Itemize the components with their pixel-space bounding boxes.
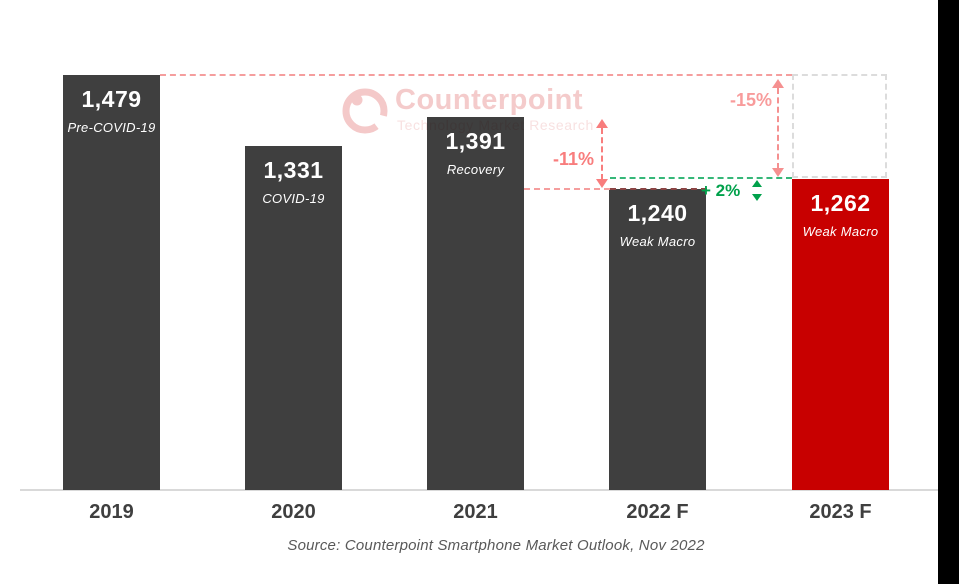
annotation-minus-15pct: -15% [729, 90, 772, 110]
counterpoint-logo-icon [342, 88, 392, 136]
bar-2020: 1,331 COVID-19 [245, 145, 342, 490]
bar-sublabel-2021: Recovery [446, 161, 505, 177]
arrow-up-icon [596, 119, 608, 128]
x-axis-label-2021: 2021 [453, 501, 498, 523]
bar-sublabel-2023-f: Weak Macro [802, 223, 879, 239]
bar-value-2021: 1,391 [445, 127, 506, 154]
annotation-plus-2pct: + 2% [701, 181, 741, 200]
ref-line-2023-level [610, 177, 792, 179]
arrow-up-icon [772, 79, 784, 88]
bar-sublabel-2020: COVID-19 [262, 190, 325, 206]
arrow-down-icon [752, 194, 762, 201]
gap-box-2023-vs-2019 [792, 74, 887, 178]
bar-value-2023-f: 1,262 [810, 189, 871, 216]
arrow-line-11pct [601, 128, 603, 180]
arrow-up-icon [752, 180, 762, 187]
bar-2019: 1,479 Pre-COVID-19 [63, 75, 160, 490]
x-axis-baseline [20, 489, 938, 491]
bar-2021: 1,391 Recovery [427, 116, 524, 490]
source-note: Source: Counterpoint Smartphone Market O… [287, 537, 705, 554]
ref-line-2019-peak [160, 74, 792, 76]
ref-line-2022-level-on-bar [610, 188, 707, 190]
bar-value-2020: 1,331 [263, 156, 324, 183]
arrow-down-icon [772, 168, 784, 177]
x-axis-label-2023-f: 2023 F [809, 501, 872, 523]
bar-value-2022-f: 1,240 [627, 200, 688, 226]
arrow-down-icon [596, 179, 608, 188]
watermark-title: Counterpoint [395, 84, 584, 116]
bar-2022-f: 1,240 Weak Macro [609, 189, 706, 490]
x-axis-label-2019: 2019 [89, 501, 134, 523]
bar-sublabel-2022-f: Weak Macro [619, 234, 696, 249]
bar-value-2019: 1,479 [81, 86, 142, 112]
arrow-line-15pct [777, 88, 779, 169]
bar-2023-f: 1,262 Weak Macro [792, 178, 889, 490]
screenshot-edge-strip [938, 0, 959, 584]
ref-line-2022-level [524, 188, 610, 190]
x-axis-label-2020: 2020 [271, 501, 316, 523]
annotation-minus-11pct: -11% [552, 149, 594, 169]
bar-sublabel-2019: Pre-COVID-19 [67, 120, 156, 135]
x-axis-label-2022-f: 2022 F [626, 501, 689, 523]
